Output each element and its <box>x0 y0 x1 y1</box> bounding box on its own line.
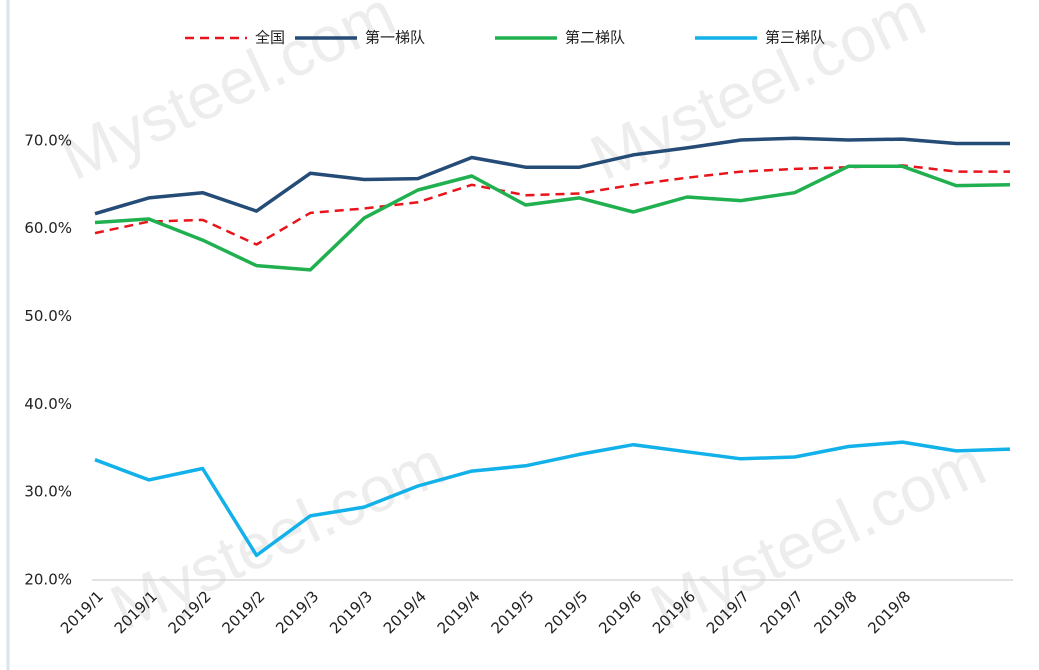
y-tick-label: 60.0% <box>24 219 72 237</box>
legend-label: 全国 <box>255 29 285 47</box>
series-line <box>94 136 1010 216</box>
x-tick-label: 2019/1 <box>57 587 107 637</box>
watermark: Mysteel.com <box>640 427 996 644</box>
y-tick-label: 20.0% <box>24 571 72 589</box>
legend-label: 第二梯队 <box>565 29 625 47</box>
x-tick-label: 2019/5 <box>488 587 538 637</box>
series-line <box>94 440 1011 558</box>
x-tick-label: 2019/6 <box>595 587 645 637</box>
y-tick-label: 50.0% <box>24 307 72 325</box>
x-tick-label: 2019/5 <box>541 587 591 637</box>
x-tick-label: 2019/8 <box>864 587 914 637</box>
legend-label: 第三梯队 <box>765 29 825 47</box>
y-tick-label: 40.0% <box>24 395 72 413</box>
y-tick-label: 30.0% <box>24 483 72 501</box>
x-tick-label: 2019/8 <box>810 587 860 637</box>
x-tick-label: 2019/3 <box>272 587 322 637</box>
series-line <box>94 164 1011 272</box>
legend-label: 第一梯队 <box>365 29 425 47</box>
watermark: Mysteel.com <box>50 0 406 194</box>
y-tick-label: 70.0% <box>24 131 72 149</box>
series-line <box>94 164 1010 246</box>
x-tick-label: 2019/4 <box>434 587 484 637</box>
x-tick-label: 2019/4 <box>380 587 430 637</box>
x-tick-label: 2019/3 <box>326 587 376 637</box>
